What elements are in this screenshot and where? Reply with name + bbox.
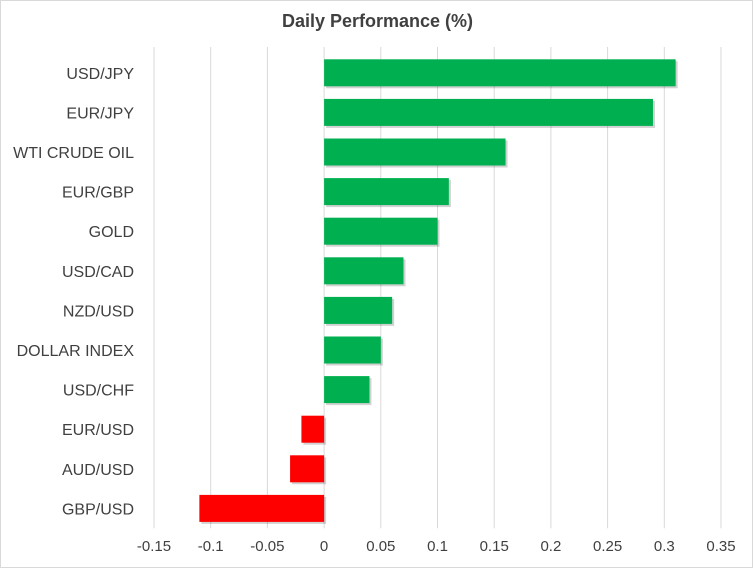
- chart-title: Daily Performance (%): [281, 11, 474, 31]
- bar: [324, 178, 449, 206]
- category-label: GBP/USD: [62, 501, 134, 518]
- bar: [324, 376, 370, 404]
- bars: [199, 59, 678, 524]
- bar: [324, 59, 676, 87]
- bar: [290, 455, 325, 483]
- x-tick-label: 0.2: [540, 538, 561, 555]
- bar: [199, 494, 325, 522]
- category-label: EUR/JPY: [66, 105, 134, 122]
- category-label: USD/CAD: [62, 264, 134, 281]
- x-tick-label: -0.15: [137, 538, 171, 555]
- category-label: EUR/USD: [62, 422, 134, 439]
- bar: [324, 98, 653, 126]
- category-label: NZD/USD: [63, 303, 134, 320]
- x-tick-label: 0.05: [366, 538, 395, 555]
- bar: [324, 257, 404, 285]
- x-tick-label: 0.35: [706, 538, 735, 555]
- bar: [324, 138, 506, 166]
- x-tick-label: 0.15: [480, 538, 509, 555]
- category-label: AUD/USD: [62, 462, 134, 479]
- gridlines: [153, 47, 722, 529]
- x-tick-label: 0.25: [593, 538, 622, 555]
- category-label: GOLD: [89, 224, 134, 241]
- bar: [324, 217, 438, 245]
- category-label: USD/CHF: [63, 383, 134, 400]
- x-axis-ticks: -0.15 -0.1 -0.05 0 0.05 0.1 0.15 0.2 0.25 0.3 0.35: [137, 538, 736, 555]
- bar: [301, 415, 325, 443]
- x-tick-label: -0.05: [250, 538, 284, 555]
- bar: [324, 296, 393, 324]
- category-label: DOLLAR INDEX: [17, 343, 135, 360]
- category-label: EUR/GBP: [62, 185, 134, 202]
- category-labels: USD/JPY EUR/JPY WTI CRUDE OIL EUR/GBP GOLD US…: [13, 66, 134, 519]
- category-label: WTI CRUDE OIL: [13, 145, 134, 162]
- category-label: USD/JPY: [66, 66, 134, 83]
- x-tick-label: 0.1: [427, 538, 448, 555]
- bar: [324, 336, 381, 364]
- x-tick-label: 0.3: [654, 538, 675, 555]
- x-tick-label: -0.1: [198, 538, 224, 555]
- x-tick-label: 0: [320, 538, 328, 555]
